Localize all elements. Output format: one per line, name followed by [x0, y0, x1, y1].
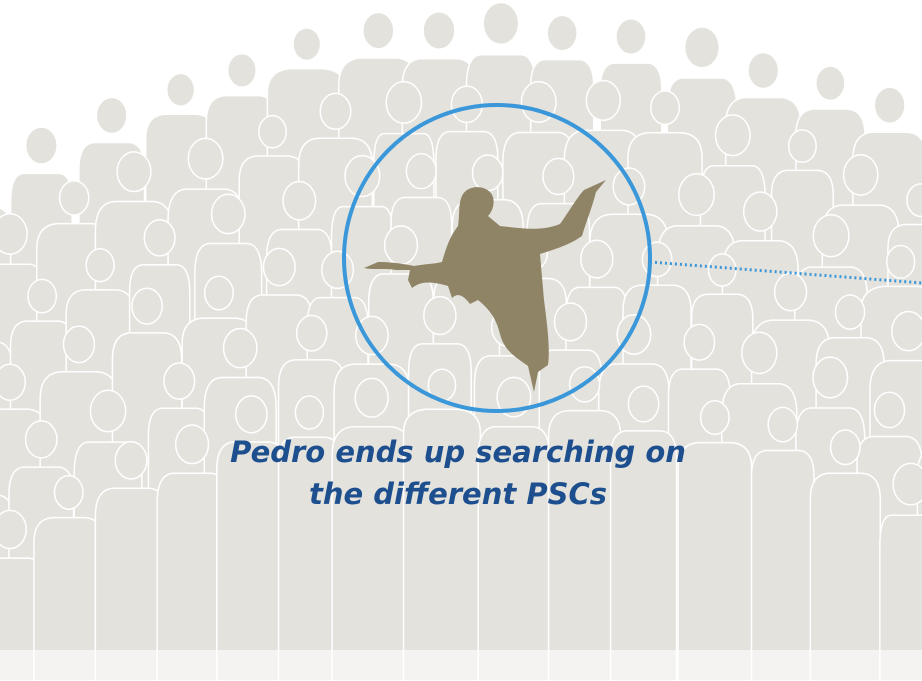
crowd-person — [684, 324, 714, 360]
crowd-person — [586, 80, 620, 120]
crowd-person — [685, 27, 720, 68]
page: Pedro ends up searching on the different… — [0, 0, 922, 681]
crowd-person — [217, 442, 286, 681]
crowd-person — [60, 181, 89, 215]
crowd-person — [708, 254, 735, 286]
crowd-person — [874, 87, 905, 123]
crowd-person — [355, 378, 388, 417]
crowd-person — [789, 130, 817, 162]
crowd-person — [279, 437, 341, 681]
crowd-person — [263, 248, 295, 285]
crowd-person — [28, 279, 56, 312]
crowd-person — [835, 295, 864, 329]
crowd-person — [642, 242, 671, 277]
crowd-person — [26, 421, 57, 458]
crowd-person — [472, 155, 502, 191]
crowd-person — [742, 332, 777, 373]
crowd-person — [775, 273, 807, 311]
crowd-person — [236, 396, 267, 433]
crowd-person — [259, 116, 286, 148]
caption-line: the different PSCs — [309, 477, 607, 511]
crowd-person — [293, 28, 321, 61]
caption-line: Pedro ends up searching on — [230, 435, 686, 469]
crowd-person — [678, 443, 752, 681]
crowd-person — [679, 174, 714, 216]
crowd-person — [892, 311, 922, 350]
crowd-person — [893, 463, 922, 504]
crowd-person — [616, 19, 646, 55]
crowd-person — [320, 93, 351, 129]
crowd-person — [115, 442, 147, 479]
crowd-person — [188, 138, 223, 179]
crowd-person — [424, 297, 456, 335]
crowd-person — [831, 430, 860, 465]
crowd-person — [701, 401, 729, 434]
crowd-person — [164, 363, 195, 399]
crowd-person — [581, 240, 613, 278]
crowd-person — [363, 12, 394, 48]
crowd-person — [483, 2, 519, 44]
crowd-person — [628, 386, 658, 422]
crowd-person — [205, 276, 234, 310]
crowd-person — [816, 66, 845, 100]
crowd-person — [752, 450, 814, 681]
crowd-person — [748, 53, 779, 89]
crowd-person — [26, 127, 58, 164]
crowd-person — [117, 152, 151, 192]
crowd-person — [90, 390, 125, 431]
crowd-person — [295, 396, 323, 429]
crowd-person — [224, 328, 257, 367]
crowd-person — [322, 251, 354, 288]
crowd-person — [813, 215, 849, 257]
crowd-person — [543, 158, 574, 194]
ground-fade — [0, 650, 922, 681]
crowd-person — [887, 245, 915, 278]
crowd-person — [844, 155, 878, 195]
crowd-person — [132, 288, 162, 324]
crowd-person — [385, 226, 418, 265]
crowd-person — [423, 12, 455, 50]
crowd-person — [167, 73, 195, 106]
crowd-person — [86, 249, 114, 282]
crowd — [0, 2, 922, 681]
illustration: Pedro ends up searching on the different… — [0, 0, 922, 681]
crowd-person — [144, 220, 175, 256]
crowd-person — [744, 192, 777, 231]
crowd-person — [228, 54, 257, 88]
crowd-person — [54, 476, 83, 510]
crowd-person — [768, 407, 797, 441]
crowd-person — [813, 357, 848, 398]
crowd-person — [810, 473, 880, 681]
crowd-person — [0, 510, 26, 548]
crowd-person — [0, 214, 27, 254]
crowd-person — [176, 425, 209, 464]
crowd-person — [874, 392, 904, 427]
crowd-person — [96, 97, 127, 133]
crowd-person — [283, 181, 316, 219]
crowd-person — [386, 82, 421, 124]
crowd-person — [0, 364, 25, 400]
crowd-person — [554, 303, 586, 341]
crowd-person — [715, 115, 750, 156]
crowd-person — [212, 194, 245, 233]
crowd-person — [345, 156, 380, 197]
crowd-person — [547, 15, 577, 50]
crowd-person — [63, 326, 94, 362]
crowd-person — [406, 154, 436, 189]
crowd-person — [297, 315, 327, 351]
crowd-person — [651, 91, 680, 125]
